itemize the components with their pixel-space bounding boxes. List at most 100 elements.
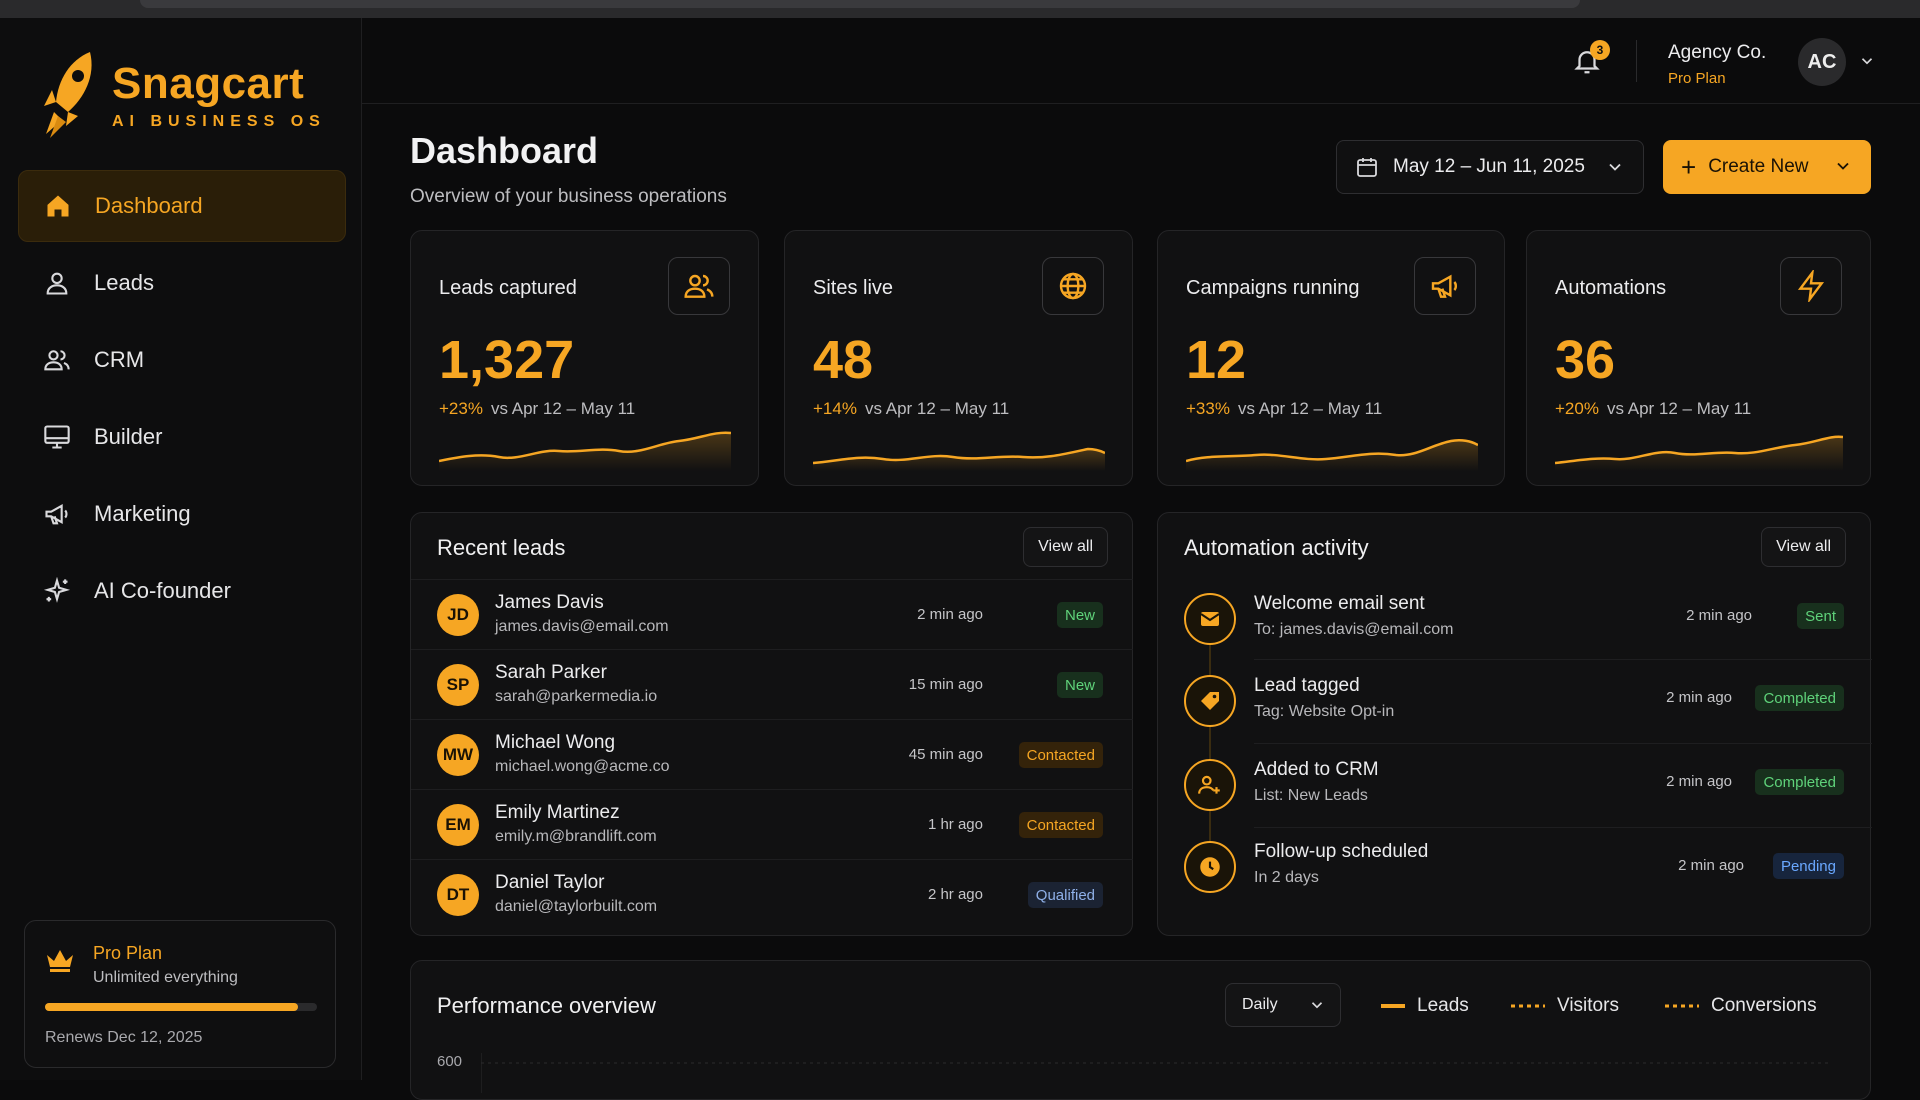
status-badge: Contacted — [1018, 742, 1103, 768]
table-row[interactable]: EM Emily Martinez emily.m@brandlift.com … — [411, 789, 1133, 859]
brand-logo[interactable]: Snagcart AI BUSINESS OS — [40, 50, 326, 140]
table-row[interactable]: SP Sarah Parker sarah@parkermedia.io 15 … — [411, 649, 1133, 719]
lead-name: Michael Wong — [495, 732, 616, 753]
automation-view-all-button[interactable]: View all — [1761, 527, 1846, 567]
sidebar-item-label: AI Co-founder — [94, 578, 231, 603]
users-icon — [668, 257, 730, 315]
activity-time: 2 min ago — [1666, 689, 1732, 706]
legend-label: Visitors — [1557, 995, 1619, 1016]
stat-label: Automations — [1555, 277, 1667, 299]
table-row[interactable]: MW Michael Wong michael.wong@acme.co 45 … — [411, 719, 1133, 789]
recent-leads-view-all-button[interactable]: View all — [1023, 527, 1108, 567]
legend-visitors[interactable]: Visitors — [1511, 995, 1619, 1017]
avatar: JD — [437, 594, 479, 636]
stat-card-campaigns[interactable]: Campaigns running 12 +33% vs Apr 12 – May… — [1157, 230, 1505, 486]
stat-card-automations[interactable]: Automations 36 +20% vs Apr 12 – May 11 — [1526, 230, 1871, 486]
bolt-icon — [1780, 257, 1842, 315]
mail-icon — [1184, 593, 1236, 645]
legend-label: Conversions — [1711, 995, 1817, 1016]
clock-icon — [1184, 841, 1236, 893]
activity-description: List: New Leads — [1254, 787, 1368, 804]
recent-leads-title: Recent leads — [437, 535, 566, 560]
status-badge: Qualified — [1027, 882, 1103, 908]
stat-card-leads[interactable]: Leads captured 1,327 +23% vs Apr 12 – May… — [410, 230, 759, 486]
avatar: EM — [437, 804, 479, 846]
stat-delta-percent: +20% — [1555, 399, 1599, 418]
plan-description: Unlimited everything — [93, 969, 238, 986]
lead-time: 2 hr ago — [927, 886, 983, 903]
create-new-button[interactable]: + Create New — [1663, 140, 1871, 194]
sidebar-item-marketing[interactable]: Marketing — [18, 478, 346, 550]
org-switcher[interactable]: Agency Co. Pro Plan — [1668, 42, 1766, 87]
home-icon — [43, 191, 73, 221]
chevron-down-icon — [1837, 162, 1849, 170]
status-badge: Contacted — [1018, 812, 1103, 838]
legend-conversions[interactable]: Conversions — [1665, 995, 1817, 1017]
status-badge: Pending — [1772, 853, 1844, 879]
megaphone-icon — [1414, 257, 1476, 315]
main-content: Dashboard Overview of your business oper… — [362, 104, 1920, 1100]
table-row[interactable]: DT Daniel Taylor daniel@taylorbuilt.com … — [411, 859, 1133, 929]
lead-time: 1 hr ago — [927, 816, 983, 833]
recent-leads-card: Recent leads View all JD James Davis jam… — [410, 512, 1133, 936]
tag-icon — [1184, 675, 1236, 727]
plan-renewal-date: Renews Dec 12, 2025 — [45, 1029, 203, 1046]
activity-time: 2 min ago — [1686, 607, 1752, 624]
sparkline-chart — [439, 431, 731, 471]
activity-item[interactable]: Added to CRM List: New Leads 2 min ago C… — [1158, 743, 1872, 827]
sidebar-item-dashboard[interactable]: Dashboard — [18, 170, 346, 242]
lead-time: 45 min ago — [908, 746, 983, 763]
sidebar-item-ai-cofounder[interactable]: AI Co-founder — [18, 555, 346, 627]
activity-item[interactable]: Lead tagged Tag: Website Opt-in 2 min ag… — [1158, 659, 1872, 743]
page-subtitle: Overview of your business operations — [410, 186, 727, 207]
sidebar-item-crm[interactable]: CRM — [18, 324, 346, 396]
user-add-icon — [1184, 759, 1236, 811]
activity-time: 2 min ago — [1666, 773, 1732, 790]
sidebar-item-label: Dashboard — [95, 193, 203, 218]
chevron-down-icon — [1311, 1002, 1323, 1009]
activity-item[interactable]: Follow-up scheduled In 2 days 2 min ago … — [1158, 827, 1872, 911]
avatar[interactable]: AC — [1798, 38, 1846, 86]
interval-value: Daily — [1242, 996, 1278, 1013]
brand-name: Snagcart — [112, 59, 305, 108]
chevron-down-icon — [1609, 163, 1621, 171]
stat-value: 48 — [813, 330, 874, 390]
sidebar-item-label: Builder — [94, 424, 163, 449]
stat-card-sites[interactable]: Sites live 48 +14% vs Apr 12 – May 11 — [784, 230, 1133, 486]
activity-divider — [1254, 659, 1872, 743]
calendar-icon — [1357, 158, 1377, 177]
sidebar-item-leads[interactable]: Leads — [18, 247, 346, 319]
table-row[interactable]: JD James Davis james.davis@email.com 2 m… — [411, 579, 1133, 649]
megaphone-icon — [42, 499, 72, 529]
status-badge: Completed — [1755, 685, 1844, 711]
user-icon — [42, 268, 72, 298]
chevron-down-icon[interactable] — [1858, 52, 1876, 70]
stat-delta: +20% vs Apr 12 – May 11 — [1555, 399, 1751, 419]
stat-delta: +33% vs Apr 12 – May 11 — [1186, 399, 1382, 419]
app-window: Snagcart AI BUSINESS OS Dashboard Leads — [0, 18, 1920, 1100]
interval-select[interactable]: Daily — [1225, 983, 1341, 1027]
users-icon — [42, 345, 72, 375]
sparkline-chart — [813, 447, 1105, 471]
lead-name: Emily Martinez — [495, 802, 620, 823]
activity-description: Tag: Website Opt-in — [1254, 703, 1395, 720]
automation-activity-title: Automation activity — [1184, 535, 1369, 560]
sidebar-item-builder[interactable]: Builder — [18, 401, 346, 473]
stat-delta-percent: +23% — [439, 399, 483, 418]
legend-leads[interactable]: Leads — [1381, 995, 1469, 1017]
stat-compare-period: vs Apr 12 – May 11 — [864, 399, 1010, 418]
plan-card[interactable]: Pro Plan Unlimited everything Renews Dec… — [24, 920, 336, 1068]
y-axis-tick: 600 — [437, 1053, 463, 1070]
page-title: Dashboard — [410, 130, 599, 171]
status-badge: Sent — [1797, 603, 1844, 629]
activity-description: To: james.davis@email.com — [1254, 621, 1454, 638]
lead-name: Sarah Parker — [495, 662, 607, 683]
avatar: SP — [437, 664, 479, 706]
stat-delta: +14% vs Apr 12 – May 11 — [813, 399, 1009, 419]
lead-email: james.davis@email.com — [495, 618, 669, 635]
lead-time: 15 min ago — [908, 676, 983, 693]
activity-description: In 2 days — [1254, 869, 1319, 886]
activity-item[interactable]: Welcome email sent To: james.davis@email… — [1158, 579, 1872, 659]
sidebar: Snagcart AI BUSINESS OS Dashboard Leads — [0, 18, 362, 1080]
date-range-picker[interactable]: May 12 – Jun 11, 2025 — [1336, 140, 1644, 194]
